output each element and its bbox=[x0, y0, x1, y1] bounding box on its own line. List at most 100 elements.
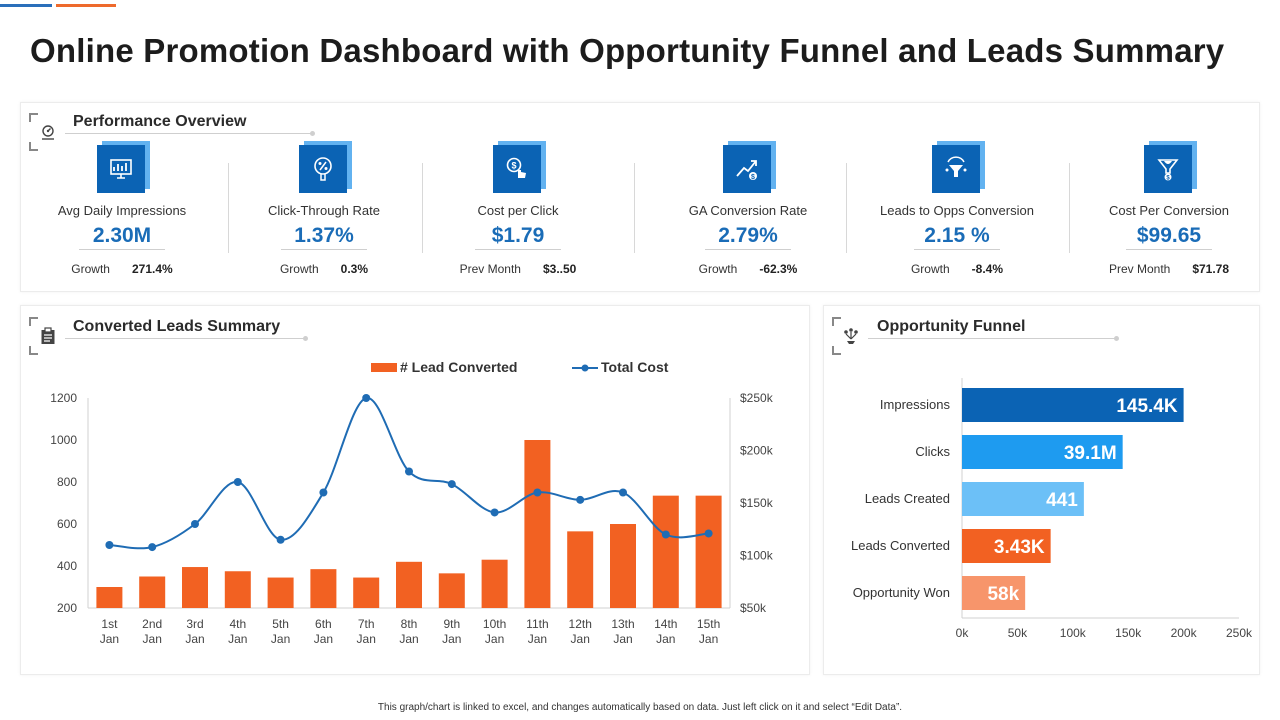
x-tick-label: 10th bbox=[483, 617, 506, 631]
x-tick-label: Jan bbox=[271, 632, 290, 646]
point-total-cost bbox=[276, 535, 285, 544]
kpi-value: $99.65 bbox=[1126, 224, 1212, 250]
footer-note: This graph/chart is linked to excel, and… bbox=[377, 702, 903, 713]
funnel-x-tick-label: 200k bbox=[1171, 626, 1198, 640]
kpi-leads-to-opps-conversion[interactable]: Leads to Opps Conversion 2.15 % Growth -8… bbox=[867, 141, 1047, 276]
funnel-category-label: Clicks bbox=[915, 444, 950, 459]
section-underline bbox=[65, 131, 315, 136]
kpi-sub-label: Growth bbox=[910, 262, 950, 276]
bar-lead-converted bbox=[310, 569, 337, 608]
point-total-cost bbox=[405, 467, 413, 476]
svg-text:$: $ bbox=[1166, 176, 1170, 182]
y-left-tick-label: 400 bbox=[57, 559, 77, 573]
point-total-cost bbox=[704, 529, 713, 538]
bar-lead-converted bbox=[481, 559, 508, 608]
funnel-bar bbox=[962, 482, 1084, 516]
x-tick-label: Jan bbox=[528, 632, 547, 646]
kpi-label: GA Conversion Rate bbox=[688, 203, 808, 218]
y-right-tick-label: $100k bbox=[740, 549, 774, 563]
conversion-funnel-icon bbox=[932, 145, 980, 193]
growth-arrow-dollar-icon: $ bbox=[723, 145, 771, 193]
converted-leads-summary-card: Converted Leads Summary 200 400 600 800 1000… bbox=[20, 305, 810, 675]
point-total-cost bbox=[490, 508, 499, 517]
y-left-tick-label: 800 bbox=[57, 475, 77, 489]
x-tick-label: 8th bbox=[401, 617, 418, 631]
monitor-chart-icon bbox=[97, 145, 145, 193]
kpi-value: 2.79% bbox=[705, 224, 791, 250]
section-underline bbox=[868, 336, 1119, 341]
y-right-tick-label: $50k bbox=[740, 601, 767, 615]
network-hierarchy-icon bbox=[832, 317, 870, 355]
kpi-cost-per-click[interactable]: $ Cost per Click $1.79 Prev Month $3..50 bbox=[428, 141, 608, 276]
funnel-bar bbox=[962, 576, 1026, 610]
point-total-cost bbox=[319, 488, 328, 497]
x-tick-label: Jan bbox=[314, 632, 333, 646]
x-tick-label: Jan bbox=[143, 632, 162, 646]
funnel-bar bbox=[962, 529, 1051, 563]
x-tick-label: Jan bbox=[228, 632, 247, 646]
point-total-cost bbox=[661, 530, 670, 539]
kpi-value: $1.79 bbox=[475, 224, 561, 250]
bar-lead-converted bbox=[267, 577, 294, 608]
funnel-bar bbox=[962, 435, 1123, 469]
kpi-label: Avg Daily Impressions bbox=[57, 203, 187, 218]
kpi-label: Click-Through Rate bbox=[268, 203, 380, 218]
x-tick-label: 7th bbox=[358, 617, 375, 631]
funnel-data-label: 441 bbox=[1046, 490, 1078, 511]
y-left-tick-label: 1200 bbox=[50, 391, 77, 405]
opportunity-funnel-title: Opportunity Funnel bbox=[877, 318, 1026, 335]
line-total-cost bbox=[109, 397, 709, 550]
x-tick-label: 11th bbox=[526, 617, 548, 631]
x-tick-label: 2nd bbox=[142, 617, 162, 631]
kpi-label: Cost per Click bbox=[477, 203, 559, 218]
kpi-value: 2.30M bbox=[79, 224, 165, 250]
kpi-sub-value: $71.78 bbox=[1192, 262, 1230, 276]
point-total-cost bbox=[148, 543, 157, 552]
legend-label-total-cost: Total Cost bbox=[601, 359, 669, 375]
performance-overview-title: Performance Overview bbox=[73, 113, 247, 130]
legend-label-lead-converted: # Lead Converted bbox=[400, 359, 517, 375]
x-tick-label: 9th bbox=[443, 617, 460, 631]
point-total-cost bbox=[533, 488, 542, 497]
kpi-label: Cost Per Conversion bbox=[1109, 203, 1229, 218]
point-total-cost bbox=[447, 480, 456, 489]
svg-text:$: $ bbox=[511, 161, 516, 171]
kpi-ga-conversion-rate[interactable]: $ GA Conversion Rate 2.79% Growth -62.3% bbox=[658, 141, 838, 276]
x-tick-label: 13th bbox=[611, 617, 634, 631]
kpi-value: 2.15 % bbox=[914, 224, 1000, 250]
funnel-category-label: Leads Converted bbox=[851, 538, 950, 553]
bar-lead-converted bbox=[96, 587, 123, 608]
performance-overview-card: Performance Overview Avg Daily Impressio… bbox=[20, 102, 1260, 292]
x-tick-label: 12th bbox=[569, 617, 592, 631]
funnel-bar bbox=[962, 388, 1184, 422]
kpi-avg-daily-impressions[interactable]: Avg Daily Impressions 2.30M Growth 271.4% bbox=[32, 141, 212, 276]
dollar-funnel-icon: $ bbox=[1144, 145, 1192, 193]
x-tick-label: Jan bbox=[100, 632, 119, 646]
kpi-cost-per-conversion[interactable]: $ Cost Per Conversion $99.65 Prev Month $… bbox=[1079, 141, 1259, 276]
x-tick-label: 4th bbox=[229, 617, 246, 631]
kpi-label: Leads to Opps Conversion bbox=[880, 203, 1034, 218]
funnel-data-label: 39.1M bbox=[1064, 443, 1117, 464]
x-tick-label: 6th bbox=[315, 617, 332, 631]
bar-lead-converted bbox=[224, 571, 251, 608]
bar-lead-converted bbox=[567, 531, 594, 608]
bar-lead-converted bbox=[438, 573, 465, 608]
opportunity-funnel-card: Opportunity Funnel Impressions 145.4K Clic… bbox=[823, 305, 1260, 675]
x-tick-label: 14th bbox=[654, 617, 677, 631]
opportunity-funnel-chart: Impressions 145.4K Clicks 39.1M Leads Create… bbox=[851, 378, 1253, 640]
funnel-data-label: 3.43K bbox=[994, 537, 1045, 558]
top-accent-bar-orange bbox=[56, 4, 116, 7]
funnel-x-tick-label: 0k bbox=[956, 626, 970, 640]
bar-lead-converted bbox=[695, 495, 722, 608]
x-tick-label: Jan bbox=[571, 632, 590, 646]
bar-lead-converted bbox=[353, 577, 380, 608]
x-tick-label: 5th bbox=[272, 617, 289, 631]
kpi-divider bbox=[228, 163, 229, 253]
page-title: Online Promotion Dashboard with Opportun… bbox=[30, 32, 1225, 69]
kpi-click-through-rate[interactable]: Click-Through Rate 1.37% Growth 0.3% bbox=[234, 141, 414, 276]
funnel-category-label: Opportunity Won bbox=[853, 585, 950, 600]
x-tick-label: Jan bbox=[485, 632, 504, 646]
bar-lead-converted bbox=[652, 495, 679, 608]
dashboard-gauge-icon bbox=[29, 113, 67, 151]
bar-lead-converted bbox=[139, 576, 166, 608]
